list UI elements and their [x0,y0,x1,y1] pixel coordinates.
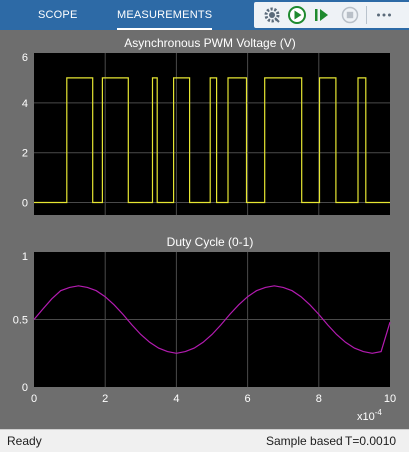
tab-measurements[interactable]: MEASUREMENTS [117,0,213,30]
chart-title-duty: Duty Cycle (0-1) [167,235,254,249]
scope-plot-area: Asynchronous PWM Voltage (V) 0 2 4 6 Duty C… [13,36,396,423]
x-multiplier-exponent: -4 [375,408,383,417]
stop-button[interactable] [340,5,360,25]
x-tick-label: 2 [102,393,108,405]
step-forward-icon [315,9,328,21]
y-tick-label: 2 [22,148,28,160]
step-forward-button[interactable] [312,5,332,25]
y-tick-label: 0 [22,382,28,394]
stop-icon [341,6,359,24]
tab-measurements-label: MEASUREMENTS [117,9,213,21]
y-tick-label: 6 [22,52,28,64]
run-button[interactable] [287,5,307,25]
more-button[interactable] [374,5,394,25]
settings-button[interactable] [262,5,282,25]
tab-scope[interactable]: SCOPE [38,0,78,30]
toolbar-separator [366,6,367,24]
tab-scope-label: SCOPE [38,9,78,21]
pwm-voltage-line [34,77,390,204]
settings-icon [264,7,280,23]
pwm-axes[interactable] [34,53,390,215]
active-tab-indicator [117,28,213,30]
duty-y-tick-labels: 00.51 [13,251,28,394]
duty-cycle-line [33,285,391,354]
y-tick-label: 4 [22,98,28,110]
status-bar: Ready Sample based T=0.0010 [0,429,409,452]
duty-x-tick-labels: 0 2 4 6 8 10 [31,393,396,405]
x-tick-label: 6 [245,393,251,405]
run-icon [288,6,306,24]
y-tick-label: 1 [22,251,28,263]
pwm-y-tick-labels: 0 2 4 6 [22,52,28,210]
chart-title-pwm: Asynchronous PWM Voltage (V) [124,36,295,50]
status-ready: Ready [7,434,42,448]
x-axis-multiplier: x10-4 [357,408,382,423]
y-tick-label: 0 [22,198,28,210]
x-tick-label: 0 [31,393,37,405]
toolstrip: SCOPE MEASUREMENTS [0,0,409,30]
x-tick-label: 10 [384,393,396,405]
status-time: T=0.0010 [345,434,397,448]
more-icon [377,13,391,17]
x-tick-label: 8 [316,393,322,405]
duty-grid [34,252,390,387]
status-mode: Sample based [266,434,343,448]
quick-access-toolbar [254,2,409,28]
x-multiplier-base: x10 [357,411,375,423]
x-tick-label: 4 [173,393,179,405]
y-tick-label: 0.5 [13,315,28,327]
